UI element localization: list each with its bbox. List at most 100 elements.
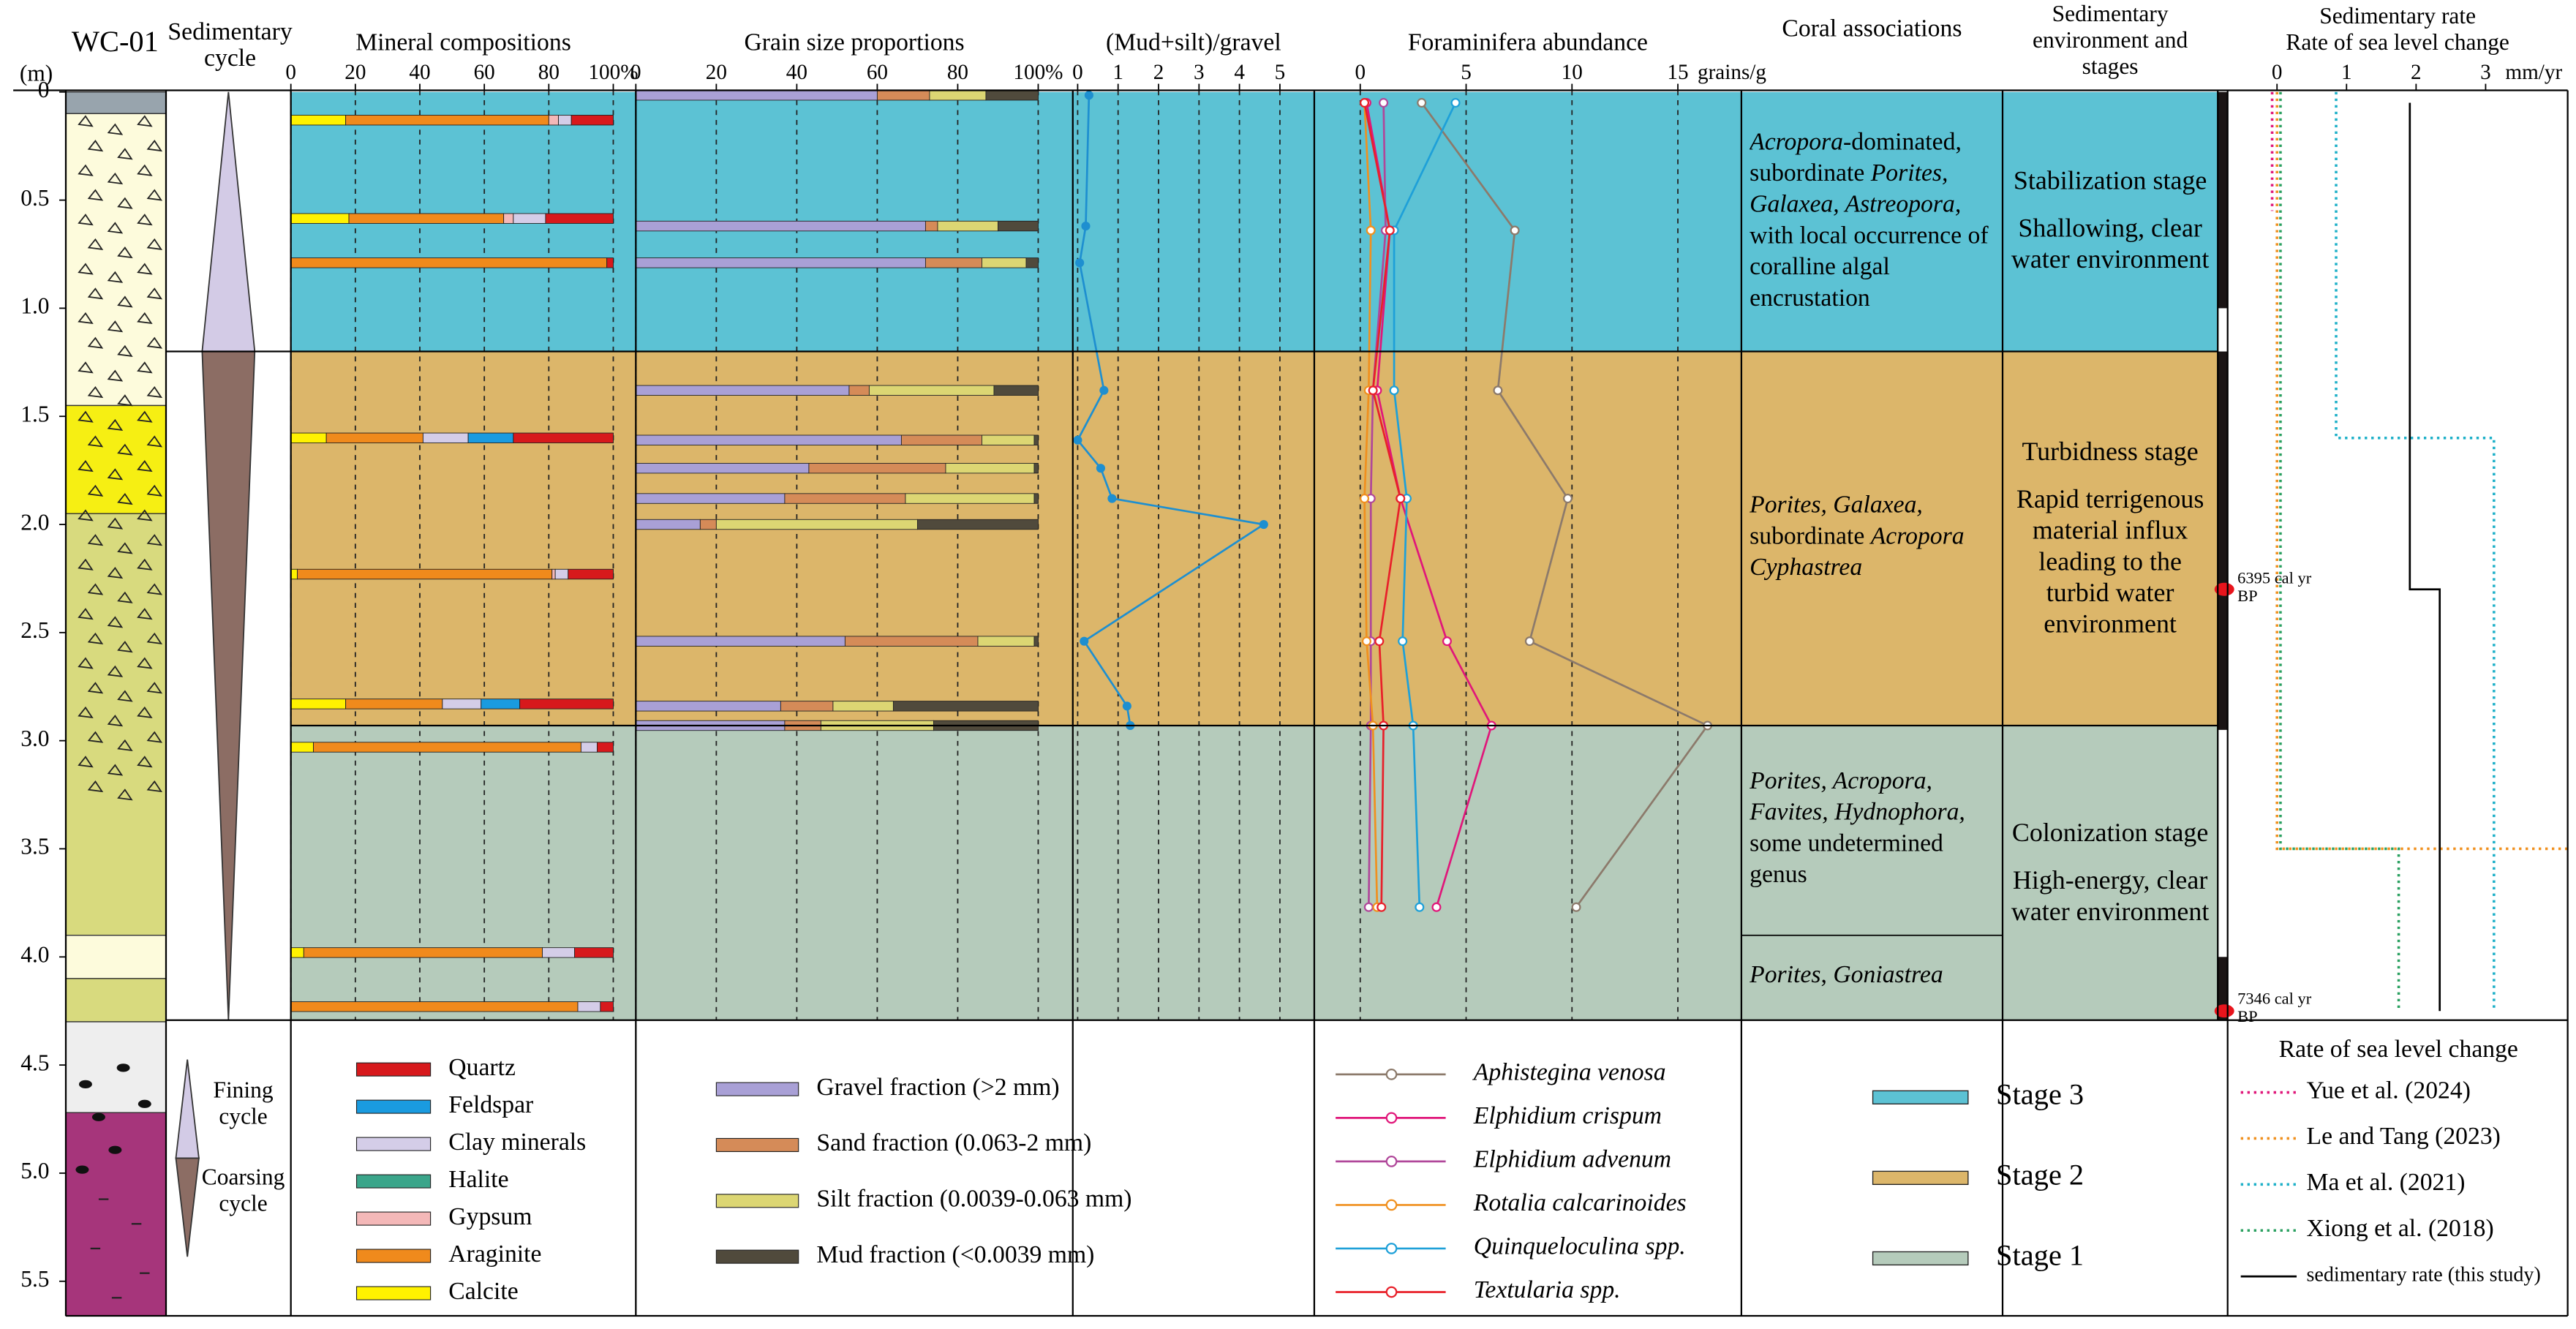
coral-paragraph: Acropora-dominated, subordinate Porites,…: [1750, 128, 1997, 315]
bar-segment: [290, 115, 347, 126]
bar-segment: [1033, 636, 1039, 647]
bar-segment: [993, 385, 1039, 396]
date-marker: [2214, 1004, 2234, 1018]
x-tick-label: 0: [2272, 61, 2283, 84]
gravel-symbol: [146, 140, 163, 152]
bar-segment: [600, 1001, 614, 1012]
cycle-legend-label-box: Fining cycle: [197, 1080, 290, 1145]
gravel-symbol: [117, 690, 133, 702]
coral-text-segment: Goniastrea: [1833, 963, 1943, 990]
data-point: [1096, 464, 1105, 473]
bar-segment: [580, 742, 598, 753]
date-label: 6395 cal yr BP: [2237, 570, 2311, 606]
legend-label: Halite: [448, 1166, 508, 1193]
legend-label: Silt fraction (0.0039-0.063 mm): [816, 1186, 1131, 1213]
bar-segment: [290, 1001, 579, 1012]
bar-segment: [551, 568, 556, 580]
bar-segment: [929, 90, 987, 101]
lithology-ornament: [78, 115, 163, 801]
bar-segment: [981, 257, 1027, 268]
env-line: Turbidness stage: [2006, 437, 2214, 468]
env-text-box: Colonization stage High-energy, clear wat…: [2006, 726, 2214, 1020]
gravel-symbol: [146, 632, 163, 644]
bar-segment: [297, 568, 553, 580]
env-line: Stabilization stage: [2006, 167, 2214, 198]
bar-segment: [596, 742, 614, 753]
env-text-line: Rapid terrigenous material influx leadin…: [2016, 486, 2204, 639]
pebble: [116, 1063, 130, 1072]
gravel-symbol: [78, 756, 94, 768]
pebble: [108, 1145, 122, 1154]
lithology-layer: [65, 1112, 167, 1317]
data-point: [1107, 494, 1117, 503]
legend-label: sedimentary rate (this study): [2307, 1264, 2541, 1287]
gravel-symbol: [107, 567, 124, 579]
gravel-symbol: [146, 336, 163, 349]
bar-segment: [554, 568, 569, 580]
gravel-symbol: [146, 189, 163, 201]
data-point: [1366, 225, 1376, 236]
data-point: [1562, 494, 1573, 504]
gravel-symbol: [87, 189, 104, 201]
gravel-symbol: [146, 583, 163, 595]
cycle-legend-symbol: [175, 1157, 200, 1257]
lithology-layer: [65, 1021, 167, 1113]
gravel-symbol: [78, 558, 94, 571]
gravel-symbol: [137, 657, 153, 669]
legend-label: Ma et al. (2021): [2307, 1169, 2466, 1196]
gravel-symbol: [78, 509, 94, 522]
legend-swatch: [715, 1137, 799, 1152]
data-point: [1379, 98, 1389, 108]
legend-swatch: [355, 1211, 432, 1226]
x-tick-label: 80: [947, 61, 968, 84]
x-tick-label: 0: [285, 61, 296, 84]
gravel-symbol: [78, 214, 94, 226]
legend-label: Clay minerals: [448, 1129, 586, 1156]
x-tick-label: 3: [2480, 61, 2491, 84]
coral-text-segment: Porites, Galaxea, Astreopora,: [1750, 161, 1962, 219]
bar-segment: [558, 115, 572, 126]
cycle-title-box: Sedimentary cycle: [166, 20, 294, 86]
x-tick-label: 4: [1234, 61, 1245, 84]
gravel-symbol: [107, 418, 124, 432]
cycle-title-text: Sedimentary cycle: [167, 19, 293, 72]
bar-segment: [635, 462, 810, 474]
legend-label: Le and Tang (2023): [2307, 1123, 2501, 1150]
cycle-legend-text: Coarsing cycle: [201, 1166, 285, 1218]
stage-background: [290, 725, 2218, 1020]
env-text-line: Turbidness stage: [2022, 438, 2199, 467]
bar-segment: [985, 90, 1039, 101]
env-text-line: Stabilization stage: [2013, 168, 2207, 197]
x-tick-label: 20: [706, 61, 727, 84]
x-unit: mm/yr: [2505, 61, 2562, 84]
chart-title: Mineral compositions: [355, 29, 571, 56]
bar-segment: [345, 115, 549, 126]
gravel-symbol: [78, 410, 94, 423]
bar-segment: [808, 462, 946, 474]
gravel-symbol: [117, 591, 133, 603]
bar-segment: [977, 636, 1035, 647]
bar-segment: [542, 947, 576, 958]
data-point: [1084, 91, 1093, 100]
x-tick-label: 60: [867, 61, 888, 84]
gravel-symbol: [78, 706, 94, 719]
bar-segment: [325, 432, 423, 443]
env-title-box: Sedimentary environment and stages: [2003, 3, 2218, 89]
gravel-symbol: [137, 164, 153, 176]
coral-text-segment: Acropora: [1750, 129, 1844, 157]
coral-text-box: Porites, Acropora, Favites, Hydnophora, …: [1750, 726, 1997, 935]
cycle-legend-label: Coarsing cycle: [201, 1166, 285, 1218]
legend-marker: [1385, 1156, 1398, 1167]
coral-text-segment: some undetermined genus: [1750, 800, 1972, 890]
data-point: [1571, 902, 1581, 912]
data-point: [1075, 258, 1085, 268]
bar-segment: [574, 947, 614, 958]
coral-title-text: Coral associations: [1782, 16, 1962, 43]
legend-label: Textularia spp.: [1474, 1276, 1621, 1303]
lithology-layer: [65, 91, 167, 115]
x-tick-label: 0: [1072, 61, 1083, 84]
gravel-symbol: [137, 312, 153, 325]
bar-segment: [868, 385, 995, 396]
gravel-symbol: [117, 788, 133, 801]
